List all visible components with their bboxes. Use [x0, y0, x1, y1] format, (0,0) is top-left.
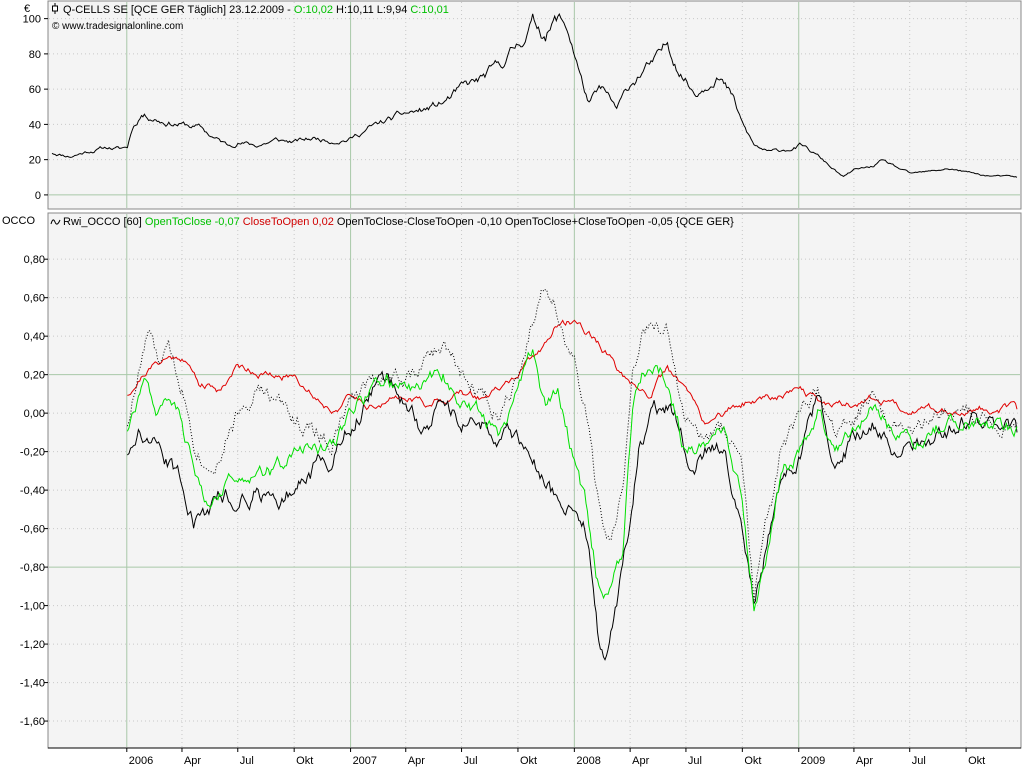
- price-high-value: H:10,11: [336, 4, 374, 16]
- y-tick-label: -0,40: [20, 485, 45, 497]
- y-tick-label: -1,60: [20, 716, 45, 728]
- open-to-close-minus-close-to-open-line: [127, 370, 1018, 661]
- price-grid: [49, 2, 1020, 208]
- x-tick-label: Jul: [912, 755, 926, 767]
- indicator-panel-background: [47, 212, 1022, 749]
- x-tick-label: Apr: [856, 755, 873, 767]
- open-to-close-plus-close-to-open-line: [126, 288, 1018, 603]
- y-tick-label: 20: [29, 155, 41, 167]
- x-tick-label: 2007: [353, 755, 377, 767]
- y-tick-label: 0: [35, 190, 41, 202]
- indicator-name: Rwi_OCCO [60]: [63, 216, 145, 228]
- legend-open-plus-close: OpenToClose+CloseToOpen -0,05: [505, 216, 673, 228]
- y-tick-label: -0,80: [20, 562, 45, 574]
- x-tick-label: 2006: [129, 755, 153, 767]
- price-panel[interactable]: 0 20 40 60 80 100 € Q-CELLS SE [QCE GER Tägli…: [23, 0, 1022, 210]
- svg-text:Q-CELLS SE [QCE GER Täglich]: Q-CELLS SE [QCE GER Täglich] 23.12.2009 …: [63, 4, 449, 16]
- price-series-line: [51, 12, 1018, 178]
- x-tick-label: Okt: [968, 755, 985, 767]
- occo-unit-label: OCCO: [2, 215, 35, 227]
- x-tick-label: Apr: [632, 755, 649, 767]
- y-tick-label: -1,00: [20, 601, 45, 613]
- y-tick-label: 40: [29, 119, 41, 131]
- open-to-close-line: [126, 349, 1018, 612]
- candlestick-icon: [52, 3, 58, 14]
- x-tick-label: Okt: [296, 755, 313, 767]
- y-tick-label: -1,40: [20, 678, 45, 690]
- indicator-symbol: {QCE GER}: [676, 216, 734, 228]
- y-tick-label: 80: [29, 49, 41, 61]
- legend-close-to-open: CloseToOpen 0,02: [243, 216, 334, 228]
- y-tick-label: -0,60: [20, 524, 45, 536]
- x-tick-label: Jul: [688, 755, 702, 767]
- x-tick-label: 2008: [576, 755, 600, 767]
- price-close-value: C:10,01: [410, 4, 449, 16]
- price-open-value: O:10,02: [294, 4, 333, 16]
- y-tick-label: 0,20: [24, 370, 45, 382]
- time-axis: 2006 Apr Jul Okt 2007 Apr Jul Okt 2008 Apr Jul Okt 2…: [48, 747, 1021, 767]
- indicator-wave-icon: [50, 219, 61, 225]
- price-panel-background: [47, 0, 1022, 210]
- legend-open-minus-close: OpenToClose-CloseToOpen -0,10: [337, 216, 502, 228]
- y-tick-label: 100: [23, 14, 41, 26]
- x-tick-label: 2009: [801, 755, 825, 767]
- price-header-title: Q-CELLS SE [QCE GER Täglich] 23.12.2009 …: [63, 4, 294, 16]
- y-tick-label: 0,60: [24, 293, 45, 305]
- x-tick-label: Okt: [744, 755, 761, 767]
- y-tick-label: 0,40: [24, 331, 45, 343]
- price-y-axis: 0 20 40 60 80 100: [23, 14, 48, 202]
- y-tick-label: 0,00: [24, 408, 45, 420]
- x-tick-label: Apr: [408, 755, 425, 767]
- indicator-y-axis: 0,80 0,60 0,40 0,20 0,00 -0,20 -0,40 -0,60 -0,80…: [20, 254, 48, 728]
- website-credit: © www.tradesignalonline.com: [52, 21, 183, 32]
- x-tick-label: Jul: [240, 755, 254, 767]
- price-low-value: L:9,94: [377, 4, 408, 16]
- y-tick-label: 0,80: [24, 254, 45, 266]
- legend-open-to-close: OpenToClose -0,07: [145, 216, 240, 228]
- y-tick-label: 60: [29, 84, 41, 96]
- x-tick-label: Okt: [520, 755, 537, 767]
- indicator-grid: [49, 214, 1020, 747]
- x-tick-label: Apr: [184, 755, 201, 767]
- indicator-panel[interactable]: 0,80 0,60 0,40 0,20 0,00 -0,20 -0,40 -0,60 -0,80…: [2, 212, 1022, 749]
- x-tick-label: Jul: [464, 755, 478, 767]
- svg-text:Rwi_OCCO [60] OpenToClose -0,0: Rwi_OCCO [60] OpenToClose -0,07 CloseToOp…: [63, 216, 734, 228]
- indicator-header: Rwi_OCCO [60] OpenToClose -0,07 CloseToOp…: [50, 216, 734, 228]
- euro-unit-label: €: [24, 3, 30, 15]
- price-header: Q-CELLS SE [QCE GER Täglich] 23.12.2009 …: [52, 3, 449, 32]
- y-tick-label: -1,20: [20, 639, 45, 651]
- y-tick-label: -0,20: [20, 447, 45, 459]
- close-to-open-line: [127, 319, 1018, 425]
